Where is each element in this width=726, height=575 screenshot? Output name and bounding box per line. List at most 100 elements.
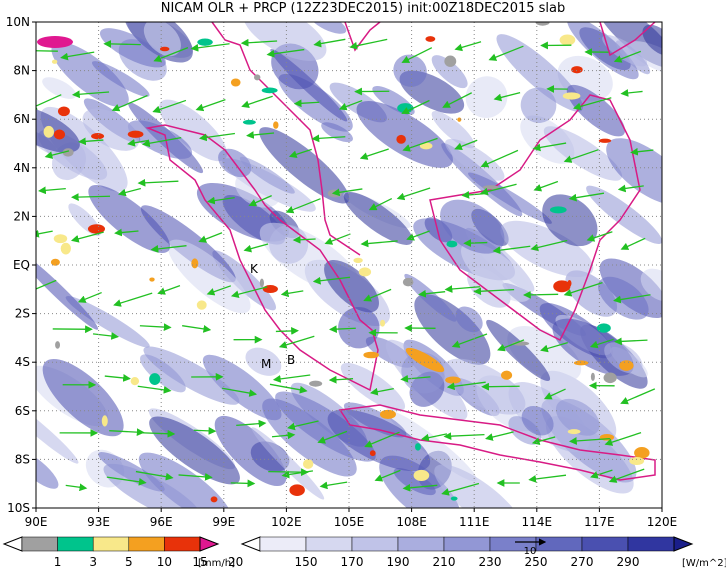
colorbar-swatch [628,537,674,551]
colorbar-swatch [129,537,165,551]
precip-cell [254,74,260,80]
precip-cell [197,38,212,45]
y-axis-label: 6N [13,112,30,126]
x-axis-label: 105E [334,515,365,529]
colorbar-label: 10 [157,555,172,569]
precip-cell [414,470,430,481]
precip-cell [568,429,581,434]
place-label: K [250,262,259,276]
colorbar-swatch [398,537,444,551]
colorbar-swatch [58,537,94,551]
precip-cell [380,320,385,327]
precip-cell [553,280,570,292]
precip-cell [289,484,304,496]
map-title: NICAM OLR + PRCP (12Z23DEC2015) init:00Z… [161,1,566,16]
precip-cell [303,459,313,469]
x-axis-label: 93E [87,515,110,529]
precip-cell [260,279,264,287]
colorbar-label: 210 [433,555,456,569]
precip-cell [563,92,581,99]
colorbar-swatch [93,537,129,551]
precip-cell [353,258,362,263]
precip-cell [91,133,104,139]
precip-cell [604,372,617,383]
colorbar-label: 170 [341,555,364,569]
precip-cell [445,376,461,383]
precip-cell [149,373,160,385]
precip-cell [55,341,60,349]
wind-arrow [482,386,519,387]
place-label: M [261,357,271,371]
wind-arrow [105,44,141,45]
colorbar-swatch [444,537,490,551]
place-label: B [287,353,295,367]
x-axis-label: 108E [396,515,427,529]
precip-cell [359,267,371,276]
y-axis-label: 4N [13,161,30,175]
precip-cell [197,300,207,309]
precip-cell [597,323,611,332]
colorbar-unit: [W/m^2] [682,558,726,569]
colorbar-swatch [164,537,200,551]
x-axis-label: 117E [584,515,615,529]
reference-vector-label: 10 [524,546,537,557]
colorbar-label: 290 [617,555,640,569]
precip-cell [58,107,70,117]
colorbar-swatch [352,537,398,551]
precip-cell [591,373,595,381]
x-axis-label: 96E [150,515,173,529]
precip-cell [574,361,588,366]
precip-cell [571,66,583,73]
wind-arrow [231,483,254,484]
precip-cell [231,79,241,87]
precip-cell [273,121,278,128]
y-axis-label: 8N [13,64,30,78]
x-axis-label: 102E [271,515,302,529]
precip-cell [149,277,154,281]
colorbar-label: 190 [387,555,410,569]
precip-cell [263,285,278,293]
precip-cell [599,139,611,143]
y-axis-label: 10N [6,15,30,29]
precip-cell [550,206,567,213]
y-axis-label: EQ [13,258,30,272]
precip-cell [560,34,576,45]
y-axis-label: 6S [15,404,30,418]
colorbar-label: 250 [525,555,548,569]
precip-cell [44,126,54,138]
y-axis-label: 2S [15,307,30,321]
precip-cell [451,497,458,501]
precip-cell [425,36,435,42]
precip-cell [634,447,649,459]
precip-cell [54,234,67,243]
precip-cell [52,60,57,64]
precip-cell [243,120,256,125]
precip-cell [191,258,198,268]
precip-cell [128,131,144,138]
colorbar-label: 150 [295,555,318,569]
precip-cell [211,496,218,502]
precip-cell [380,410,396,419]
precip-cell [501,371,512,380]
precip-cell [102,415,108,426]
precip-cell [619,360,633,371]
colorbar-swatch [306,537,352,551]
y-axis-label: 10S [7,501,30,515]
precip-cell [131,377,139,385]
x-axis-label: 90E [25,515,48,529]
precip-cell [262,88,278,94]
colorbar-label: 3 [89,555,97,569]
y-axis-label: 4S [15,355,30,369]
colorbar-unit: [mm/h] [198,558,235,569]
precip-cell [363,352,379,359]
precip-cell [444,56,456,67]
y-axis-label: 2N [13,209,30,223]
wind-arrow [194,430,215,431]
precip-cell [37,36,73,48]
colorbar-label: 1 [54,555,62,569]
precip-cell [629,457,644,465]
colorbar-swatch [582,537,628,551]
x-axis-label: 99E [212,515,235,529]
colorbar-swatch [260,537,306,551]
